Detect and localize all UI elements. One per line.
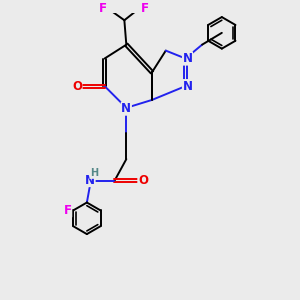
- Text: N: N: [182, 80, 193, 93]
- Text: N: N: [85, 173, 95, 187]
- Text: O: O: [138, 174, 148, 187]
- Text: O: O: [72, 80, 82, 93]
- Text: N: N: [182, 52, 193, 65]
- Text: F: F: [140, 2, 148, 15]
- Text: H: H: [90, 168, 98, 178]
- Text: F: F: [64, 204, 72, 217]
- Text: N: N: [121, 102, 131, 115]
- Text: F: F: [99, 2, 107, 15]
